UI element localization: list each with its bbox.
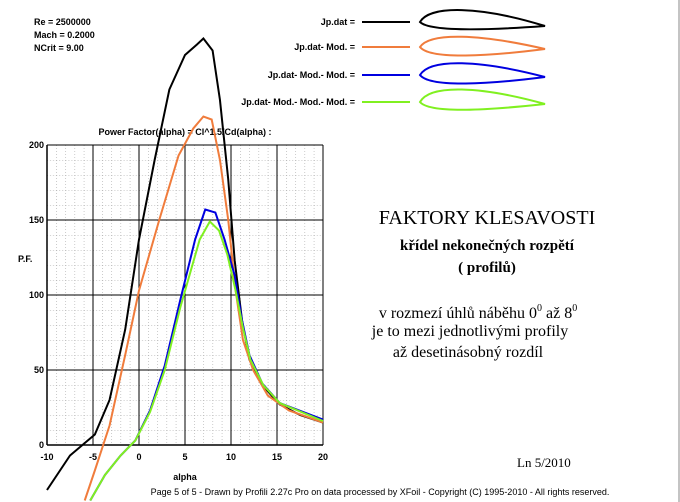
y-tick-label: 200: [29, 140, 44, 150]
y-tick-label: 150: [29, 215, 44, 225]
note-sup: 0: [572, 303, 577, 314]
x-tick-label: 5: [182, 452, 187, 462]
legend-label: Jp.dat =: [321, 17, 355, 27]
footer: Page 5 of 5 - Drawn by Profili 2.27c Pro…: [151, 487, 610, 497]
note-part: v rozmezí úhlů náběhu 0: [379, 305, 537, 322]
y-axis-label: P.F.: [18, 254, 32, 264]
note-sup: 0: [537, 303, 542, 314]
x-tick-label: 0: [136, 452, 141, 462]
condition: Re = 2500000: [34, 17, 91, 27]
x-tick-label: -10: [40, 452, 53, 462]
series-line: [89, 219, 324, 501]
signature: Ln 5/2010: [517, 455, 571, 470]
x-tick-label: 10: [226, 452, 236, 462]
note: je to mezi jednotlivými profily: [371, 323, 568, 340]
note-part: až 8: [542, 305, 572, 322]
subheading: ( profilů): [458, 260, 516, 276]
y-tick-label: 0: [39, 440, 44, 450]
y-tick-label: 50: [34, 365, 44, 375]
legend-label: Jp.dat- Mod.- Mod. =: [268, 70, 355, 80]
series-line: [83, 115, 324, 501]
x-axis-label: alpha: [173, 472, 198, 482]
legend-icons: [418, 9, 546, 111]
x-tick-label: 20: [318, 452, 328, 462]
x-tick-label: 15: [272, 452, 282, 462]
legend-label: Jp.dat- Mod. =: [294, 42, 355, 52]
note: v rozmezí úhlů náběhu 00 až 80: [379, 303, 577, 322]
x-tick-label: -5: [89, 452, 97, 462]
subheading: křídel nekonečných rozpětí: [400, 238, 575, 254]
heading: FAKTORY KLESAVOSTI: [379, 207, 596, 229]
note: až desetinásobný rozdíl: [393, 344, 544, 361]
condition: Mach = 0.2000: [34, 30, 95, 40]
chart-title: Power Factor(alpha) = Cl^1.5/Cd(alpha) :: [98, 127, 271, 137]
legend-label: Jp.dat- Mod.- Mod.- Mod. =: [241, 97, 355, 107]
y-tick-label: 100: [29, 290, 44, 300]
condition: NCrit = 9.00: [34, 43, 84, 53]
